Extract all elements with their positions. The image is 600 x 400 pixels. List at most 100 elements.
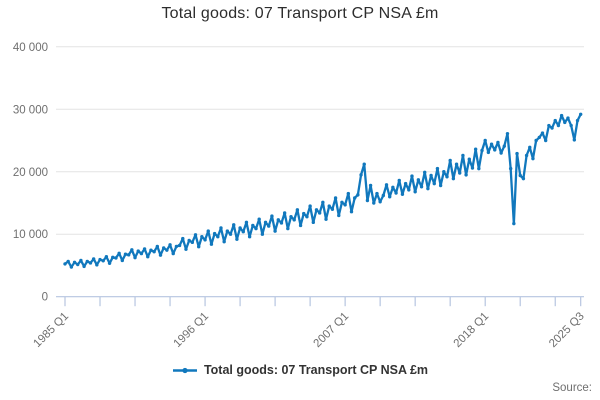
data-point-marker[interactable] — [477, 166, 481, 171]
data-point-marker[interactable] — [333, 196, 338, 200]
data-point-marker[interactable] — [292, 218, 296, 222]
data-point-marker[interactable] — [267, 224, 271, 228]
data-point-marker[interactable] — [493, 148, 497, 152]
data-point-marker[interactable] — [238, 226, 242, 230]
data-point-marker[interactable] — [216, 235, 220, 239]
data-point-marker[interactable] — [575, 118, 580, 123]
data-point-marker[interactable] — [174, 244, 179, 249]
data-point-marker[interactable] — [203, 238, 207, 242]
data-point-marker[interactable] — [410, 174, 414, 178]
data-point-marker[interactable] — [270, 214, 274, 218]
data-point-marker[interactable] — [489, 142, 494, 146]
data-point-marker[interactable] — [540, 131, 545, 135]
data-point-marker[interactable] — [244, 220, 249, 225]
data-point-marker[interactable] — [391, 185, 395, 190]
data-point-marker[interactable] — [98, 257, 102, 262]
data-point-marker[interactable] — [273, 229, 277, 233]
data-point-marker[interactable] — [512, 221, 516, 226]
data-point-marker[interactable] — [502, 144, 506, 148]
data-point-marker[interactable] — [200, 235, 204, 239]
data-point-marker[interactable] — [524, 153, 529, 158]
data-point-marker[interactable] — [155, 244, 160, 249]
data-point-marker[interactable] — [569, 123, 573, 128]
data-point-marker[interactable] — [63, 262, 67, 266]
data-point-marker[interactable] — [435, 166, 440, 171]
data-point-marker[interactable] — [521, 176, 526, 181]
data-point-marker[interactable] — [480, 148, 484, 153]
data-point-marker[interactable] — [403, 181, 408, 186]
data-point-marker[interactable] — [368, 183, 373, 188]
data-point-marker[interactable] — [107, 261, 112, 265]
data-point-marker[interactable] — [72, 260, 77, 265]
data-point-marker[interactable] — [225, 229, 230, 233]
data-point-marker[interactable] — [467, 157, 471, 161]
data-point-marker[interactable] — [126, 253, 131, 257]
data-point-marker[interactable] — [330, 207, 335, 211]
data-point-marker[interactable] — [556, 123, 561, 128]
data-point-marker[interactable] — [241, 230, 245, 234]
data-point-marker[interactable] — [394, 191, 398, 195]
data-point-marker[interactable] — [130, 248, 134, 252]
data-point-marker[interactable] — [388, 195, 392, 199]
data-point-marker[interactable] — [149, 248, 153, 252]
data-point-marker[interactable] — [473, 147, 478, 151]
data-point-marker[interactable] — [356, 193, 360, 197]
data-point-marker[interactable] — [120, 258, 125, 263]
data-point-marker[interactable] — [82, 264, 86, 269]
data-point-marker[interactable] — [461, 153, 465, 158]
data-point-marker[interactable] — [247, 235, 252, 239]
data-point-marker[interactable] — [531, 156, 535, 161]
data-point-marker[interactable] — [432, 181, 436, 186]
data-point-marker[interactable] — [563, 120, 567, 125]
data-point-marker[interactable] — [470, 166, 475, 170]
data-point-marker[interactable] — [327, 204, 331, 208]
data-point-marker[interactable] — [212, 231, 217, 236]
data-point-marker[interactable] — [419, 185, 424, 189]
data-point-marker[interactable] — [181, 236, 185, 241]
data-point-marker[interactable] — [464, 173, 468, 177]
data-point-marker[interactable] — [111, 255, 115, 260]
data-point-marker[interactable] — [352, 196, 357, 200]
data-point-marker[interactable] — [381, 193, 386, 198]
data-point-marker[interactable] — [158, 253, 163, 257]
data-point-marker[interactable] — [579, 112, 583, 116]
data-point-marker[interactable] — [550, 126, 554, 130]
data-point-marker[interactable] — [426, 186, 430, 191]
data-point-marker[interactable] — [359, 173, 363, 177]
data-point-marker[interactable] — [314, 208, 319, 212]
data-point-marker[interactable] — [378, 200, 382, 204]
data-point-marker[interactable] — [286, 226, 290, 231]
data-point-marker[interactable] — [505, 131, 510, 136]
data-point-marker[interactable] — [85, 259, 89, 264]
data-point-marker[interactable] — [251, 223, 255, 228]
data-point-marker[interactable] — [547, 123, 551, 128]
data-point-marker[interactable] — [397, 178, 401, 183]
chart-canvas[interactable]: 0 10 000 20 000 30 000 40 000 1985 Q1 1996 Q1 2… — [0, 0, 600, 360]
data-point-marker[interactable] — [190, 240, 195, 245]
data-point-marker[interactable] — [423, 170, 427, 175]
data-point-marker[interactable] — [346, 191, 351, 196]
data-point-marker[interactable] — [407, 188, 411, 192]
data-point-marker[interactable] — [448, 158, 452, 163]
data-point-marker[interactable] — [146, 255, 150, 259]
data-point-marker[interactable] — [114, 256, 118, 260]
data-point-marker[interactable] — [263, 220, 268, 225]
data-point-marker[interactable] — [142, 247, 147, 251]
data-point-marker[interactable] — [543, 138, 548, 143]
data-point-marker[interactable] — [88, 261, 93, 265]
data-point-marker[interactable] — [518, 173, 522, 178]
data-point-marker[interactable] — [362, 162, 366, 166]
data-point-marker[interactable] — [559, 113, 564, 118]
data-point-marker[interactable] — [317, 211, 322, 215]
data-point-marker[interactable] — [133, 255, 137, 260]
data-point-marker[interactable] — [528, 145, 532, 150]
data-point-marker[interactable] — [372, 201, 376, 205]
data-point-marker[interactable] — [534, 138, 538, 143]
data-point-marker[interactable] — [171, 251, 175, 256]
series-line[interactable] — [63, 113, 582, 269]
data-point-marker[interactable] — [279, 221, 284, 225]
data-point-marker[interactable] — [458, 171, 462, 175]
data-point-marker[interactable] — [219, 226, 223, 230]
data-point-marker[interactable] — [375, 191, 379, 196]
data-point-marker[interactable] — [429, 173, 433, 178]
